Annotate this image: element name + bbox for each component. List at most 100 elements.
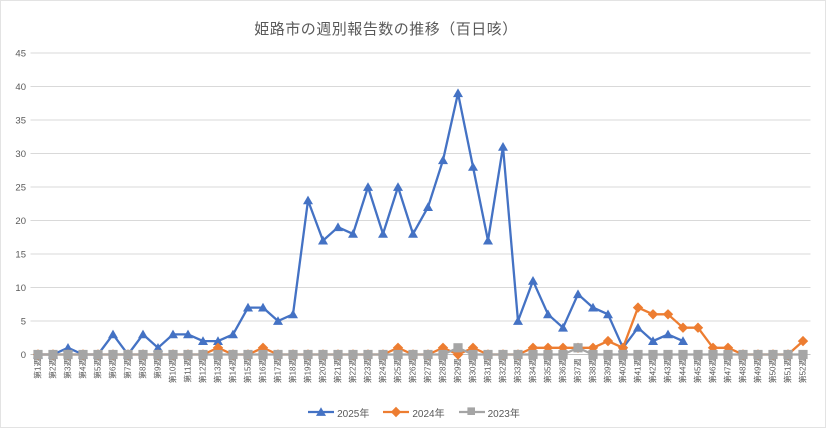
square-marker (528, 349, 538, 360)
square-marker (393, 349, 403, 360)
square-marker (183, 349, 193, 360)
triangle-marker (588, 302, 598, 312)
triangle-marker (303, 195, 313, 205)
x-tick-label: 第12週 (198, 359, 208, 384)
diamond-marker (212, 342, 224, 353)
x-tick-label: 第34週 (528, 359, 538, 384)
triangle-marker (468, 162, 478, 171)
gridlines (30, 52, 811, 355)
x-axis-labels: 第1週 第2週 第3週 第4週 第5週 第6週 第7週 第8週 第9週 第10週 第11週 第12週第… (33, 359, 808, 384)
series-2025年 (33, 88, 688, 359)
square-marker (588, 349, 598, 360)
square-marker (708, 349, 718, 360)
x-tick-label: 第38週 (588, 359, 598, 384)
legend: 2025年 2024年 2023年 (1, 400, 825, 424)
diamond-legend-marker-icon (383, 406, 410, 418)
x-tick-label: 第5週 (93, 359, 103, 379)
y-tick-label: 40 (15, 82, 26, 93)
x-tick-label: 第39週 (603, 359, 613, 384)
x-tick-label: 第50週 (768, 359, 778, 384)
triangle-marker (198, 336, 208, 345)
square-marker (483, 349, 493, 360)
triangle-marker (513, 316, 523, 325)
triangle-marker (408, 229, 418, 238)
plot-area: 051015202530354045第1週 第2週 第3週 第4週 第5週 第6週 第7週第… (15, 49, 811, 384)
x-tick-label: 第29週 (453, 359, 463, 384)
x-tick-label: 第18週 (288, 359, 298, 384)
square-marker (108, 349, 118, 360)
triangle-marker (498, 142, 508, 151)
triangle-marker (543, 309, 553, 319)
square-marker (258, 349, 268, 360)
square-marker (798, 349, 808, 360)
x-tick-label: 第33週 (513, 359, 523, 384)
legend-label: 2025年 (337, 408, 370, 420)
y-tick-label: 20 (15, 216, 26, 227)
x-tick-label: 第6週 (108, 359, 118, 379)
diamond-marker (632, 302, 644, 313)
square-marker (33, 349, 43, 360)
triangle-marker (573, 289, 583, 299)
square-marker (228, 349, 238, 360)
x-tick-label: 第27週 (423, 359, 433, 384)
diamond-marker (677, 322, 689, 333)
x-tick-label: 第25週 (393, 359, 403, 384)
y-tick-label: 10 (15, 283, 26, 294)
x-tick-label: 第42週 (648, 359, 658, 384)
square-marker (648, 349, 658, 360)
y-tick-label: 30 (15, 149, 26, 160)
y-axis-labels: 0 5 10 15 20 25 30 35 40 45 (15, 49, 26, 362)
triangle-marker (258, 302, 268, 312)
series-2024年 (32, 302, 809, 360)
square-marker (138, 349, 148, 360)
x-tick-label: 第45週 (693, 359, 703, 384)
x-tick-label: 第17週 (273, 359, 283, 384)
x-tick-label: 第20週 (318, 359, 328, 384)
square-marker (78, 349, 88, 360)
triangle-marker (393, 182, 403, 191)
x-tick-label: 第28週 (438, 359, 448, 384)
triangle-marker (108, 329, 118, 339)
triangle-marker (648, 336, 658, 345)
x-tick-label: 第43週 (663, 359, 673, 384)
triangle-marker (318, 235, 328, 245)
square-marker (168, 349, 178, 360)
y-tick-label: 45 (15, 49, 26, 60)
x-tick-label: 第21週 (333, 359, 343, 384)
legend-item-2025: 2025年 (308, 405, 369, 420)
square-marker (363, 349, 373, 360)
x-tick-label: 第46週 (708, 359, 718, 384)
triangle-marker (273, 316, 283, 325)
square-marker (423, 349, 433, 360)
triangle-marker (633, 322, 643, 332)
square-marker (738, 349, 748, 360)
x-tick-label: 第22週 (348, 359, 358, 384)
square-marker (63, 349, 73, 360)
series-line (36, 346, 805, 356)
square-marker (333, 349, 343, 360)
x-tick-label: 第51週 (783, 359, 793, 384)
square-marker (693, 349, 703, 360)
x-tick-label: 第26週 (408, 359, 418, 384)
diamond-marker (602, 335, 614, 347)
chart-title: 姫路市の週別報告数の推移（百日咳） (254, 21, 518, 38)
x-tick-label: 第32週 (498, 359, 508, 384)
x-tick-label: 第2週 (48, 359, 58, 379)
square-marker (198, 349, 208, 360)
x-tick-label: 第11週 (183, 359, 193, 383)
x-tick-label: 第13週 (213, 359, 223, 384)
square-marker (273, 349, 283, 360)
triangle-marker (378, 229, 388, 238)
legend-label: 2023年 (487, 408, 520, 420)
triangle-marker (168, 329, 178, 339)
x-tick-label: 第36週 (558, 359, 568, 384)
square-marker (498, 349, 508, 360)
triangle-marker (483, 235, 493, 245)
x-tick-label: 第7週 (123, 359, 133, 379)
triangle-marker (663, 329, 673, 339)
square-marker (243, 349, 253, 360)
square-marker (453, 343, 463, 353)
x-tick-label: 第3週 (63, 359, 73, 379)
x-tick-label: 第10週 (168, 359, 178, 384)
